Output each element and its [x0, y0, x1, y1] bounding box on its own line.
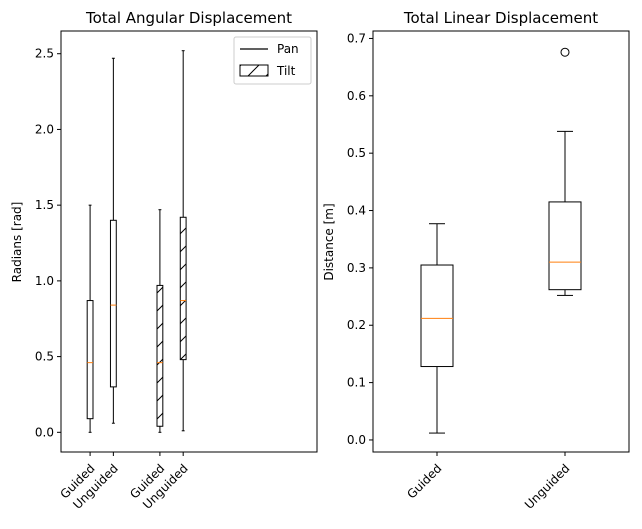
box-iqr [420, 264, 454, 368]
y-tick-label: 0.0 [347, 433, 366, 447]
y-tick-label: 0.1 [347, 376, 366, 390]
legend-hatch-swatch [239, 64, 269, 77]
y-tick-label: 0.7 [347, 31, 366, 45]
y-tick-label: 0.5 [347, 146, 366, 160]
legend-label-pan: Pan [277, 42, 299, 56]
box-iqr [179, 216, 187, 361]
box-iqr [156, 284, 164, 427]
box-unguided-tilt [179, 50, 187, 432]
box-iqr [548, 201, 582, 291]
y-axis: 0.0 0.5 1.0 1.5 2.0 2.5 [35, 47, 61, 439]
chart-title: Total Linear Displacement [403, 9, 598, 27]
y-tick-label: 1.0 [35, 274, 54, 288]
angular-displacement-chart: Total Angular Displacement Radians [rad]… [10, 9, 318, 512]
x-tick-label: Unguided [522, 461, 573, 512]
x-tick-label: Guided [404, 461, 444, 501]
y-axis-label: Distance [m] [322, 203, 336, 280]
boxes [420, 47, 582, 434]
box-iqr [86, 300, 94, 420]
legend: Pan Tilt [233, 36, 312, 85]
y-tick-label: 0.6 [347, 89, 366, 103]
linear-displacement-chart: Total Linear Displacement Distance [m] 0… [322, 9, 630, 512]
box-guided-main [420, 223, 454, 434]
chart-title: Total Angular Displacement [85, 9, 292, 27]
boxes [86, 50, 187, 433]
y-tick-label: 0.3 [347, 261, 366, 275]
plot-frame [372, 30, 630, 453]
legend-frame [233, 36, 312, 85]
y-axis: 0.0 0.1 0.2 0.3 0.4 0.5 0.6 0.7 [347, 31, 373, 447]
x-axis: Guided Unguided [404, 452, 573, 512]
outlier-point [560, 47, 570, 57]
y-tick-label: 0.4 [347, 204, 366, 218]
legend-label-tilt: Tilt [276, 64, 296, 78]
box-iqr [109, 219, 117, 388]
y-tick-label: 0.2 [347, 318, 366, 332]
y-tick-label: 1.5 [35, 198, 54, 212]
box-guided-tilt [156, 209, 164, 433]
box-unguided-main [548, 47, 582, 296]
y-tick-label: 0.5 [35, 350, 54, 364]
box-guided-pan [86, 204, 94, 433]
y-tick-label: 2.5 [35, 47, 54, 61]
y-axis-label: Radians [rad] [10, 202, 24, 283]
y-tick-label: 0.0 [35, 425, 54, 439]
y-tick-label: 2.0 [35, 122, 54, 136]
plot-frame [60, 30, 318, 453]
box-unguided-pan [109, 57, 117, 424]
